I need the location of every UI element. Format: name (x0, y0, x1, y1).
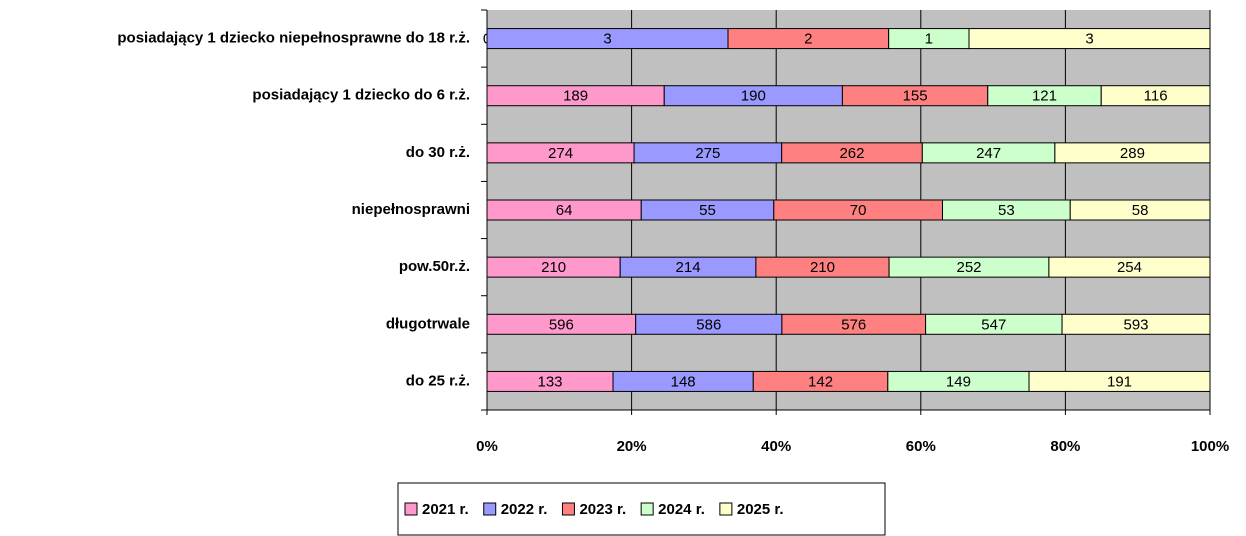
data-label: 70 (850, 202, 867, 219)
data-label: 289 (1120, 145, 1145, 162)
bar-segment (1069, 199, 1211, 221)
legend-swatch (640, 502, 654, 516)
y-tick-label: do 25 r.ż. (406, 372, 470, 389)
data-label: 210 (810, 259, 835, 276)
bar-segment (968, 28, 1211, 50)
legend-label: 2024 r. (658, 501, 705, 518)
x-tick-label: 0% (476, 438, 498, 455)
data-label: 593 (1124, 316, 1149, 333)
data-label: 191 (1107, 373, 1132, 390)
data-label: 133 (537, 373, 562, 390)
data-label: 210 (541, 259, 566, 276)
data-label: 155 (903, 88, 928, 105)
bar-segment (1100, 85, 1211, 107)
data-label: 252 (956, 259, 981, 276)
data-label: 1 (925, 31, 933, 48)
data-label: 148 (671, 373, 696, 390)
data-label: 116 (1144, 88, 1168, 105)
x-tick-label: 100% (1191, 438, 1229, 455)
data-label: 254 (1117, 259, 1142, 276)
x-tick-label: 40% (761, 438, 791, 455)
data-label: 190 (741, 88, 766, 105)
data-label: 274 (548, 145, 573, 162)
data-label: 58 (1132, 202, 1149, 219)
data-label: 149 (946, 373, 971, 390)
data-label: 247 (976, 145, 1001, 162)
y-tick-label: pow.50r.ż. (399, 258, 470, 275)
bar-segment (1028, 370, 1211, 392)
bar-segment (1048, 256, 1211, 278)
legend-label: 2025 r. (737, 501, 784, 518)
legend-swatch (483, 502, 497, 516)
data-label: 586 (696, 316, 721, 333)
data-label: 121 (1032, 88, 1057, 105)
legend-label: 2023 r. (579, 501, 626, 518)
legend-swatch (561, 502, 575, 516)
data-label: 576 (841, 316, 866, 333)
data-label: 214 (676, 259, 701, 276)
data-label: 53 (998, 202, 1015, 219)
y-tick-label: posiadający 1 dziecko niepełnosprawne do… (117, 30, 470, 47)
y-tick-label: posiadający 1 dziecko do 6 r.ż. (252, 87, 470, 104)
data-label: 3 (603, 31, 611, 48)
y-tick-label: niepełnosprawni (352, 201, 470, 218)
x-tick-label: 60% (906, 438, 936, 455)
legend-swatch (719, 502, 733, 516)
y-tick-label: do 30 r.ż. (406, 144, 470, 161)
legend-swatch (404, 502, 418, 516)
data-label: 2 (804, 31, 812, 48)
legend-label: 2022 r. (501, 501, 548, 518)
data-label: 547 (981, 316, 1006, 333)
bar-segment (1054, 142, 1211, 164)
x-tick-label: 80% (1050, 438, 1080, 455)
data-label: 3 (1085, 31, 1093, 48)
legend-label: 2021 r. (422, 501, 469, 518)
data-label: 275 (695, 145, 720, 162)
data-label: 55 (699, 202, 716, 219)
x-tick-label: 20% (617, 438, 647, 455)
legend: 2021 r. 2022 r. 2023 r. 2024 r. 2025 r. (397, 482, 886, 536)
data-label: 189 (563, 88, 588, 105)
data-label: 142 (808, 373, 833, 390)
data-label: 596 (549, 316, 574, 333)
data-label: 262 (839, 145, 864, 162)
legend-box (397, 482, 886, 536)
y-tick-label: długotrwale (386, 315, 470, 332)
bar-segment (1061, 313, 1211, 335)
data-label: 64 (556, 202, 573, 219)
